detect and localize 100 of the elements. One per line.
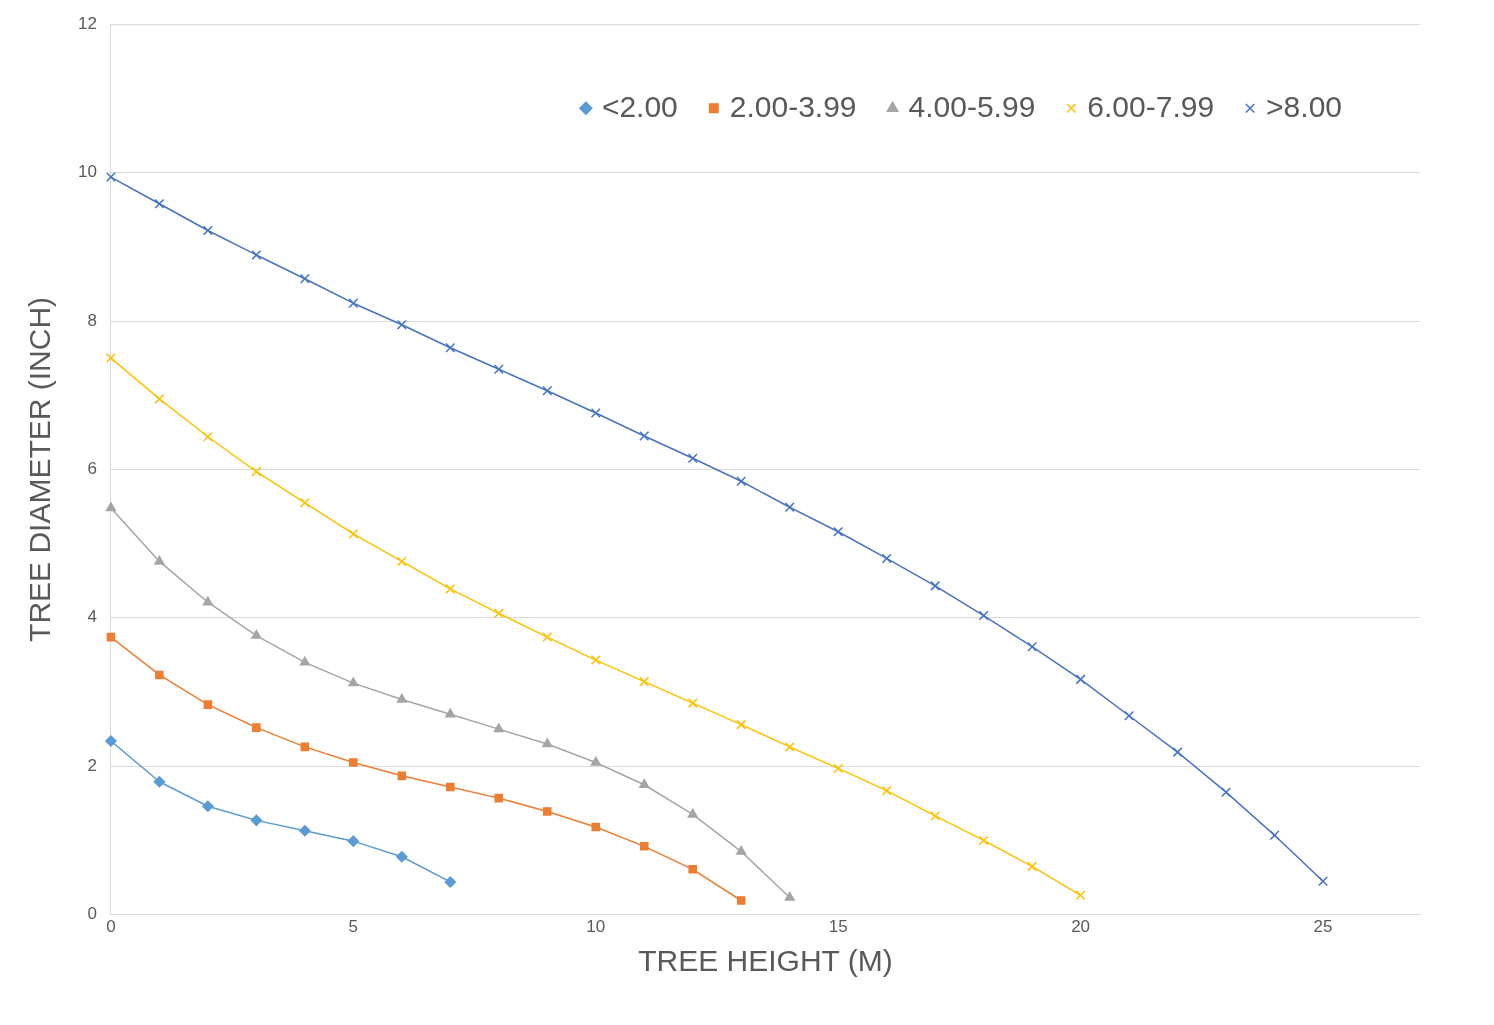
point	[542, 385, 553, 396]
point	[202, 225, 213, 236]
point	[348, 677, 359, 687]
y-tick-label: 4	[87, 607, 97, 627]
point	[736, 845, 747, 855]
point	[1318, 876, 1329, 887]
point	[444, 876, 457, 888]
point	[833, 526, 844, 537]
point	[590, 655, 601, 666]
x-tick-label: 0	[106, 917, 116, 937]
point	[251, 466, 262, 477]
x-tick-label: 15	[828, 917, 848, 937]
point	[348, 528, 359, 539]
point	[299, 497, 310, 508]
point	[349, 758, 358, 767]
point	[590, 408, 601, 418]
point	[445, 342, 456, 353]
point	[881, 553, 892, 564]
point	[202, 596, 213, 606]
point	[639, 676, 650, 687]
point	[105, 502, 116, 512]
point	[299, 825, 311, 837]
point	[396, 319, 407, 330]
legend-label: 2.00-3.99	[729, 90, 857, 124]
x-tick-label: 20	[1071, 917, 1091, 937]
point	[1027, 641, 1038, 652]
point	[203, 700, 213, 709]
point	[252, 723, 261, 732]
point	[687, 808, 698, 818]
point	[1075, 674, 1086, 685]
point	[493, 723, 504, 733]
y-tick-label: 10	[77, 162, 97, 182]
point	[542, 738, 553, 748]
point	[155, 670, 164, 680]
point	[639, 779, 650, 788]
point	[105, 172, 116, 183]
y-tick-label: 12	[77, 13, 97, 33]
point	[542, 632, 553, 643]
point	[494, 793, 504, 803]
point	[1269, 830, 1280, 841]
point	[1124, 710, 1135, 721]
point	[348, 298, 359, 309]
point	[833, 763, 844, 774]
point	[736, 476, 747, 487]
y-tick-label: 6	[87, 459, 97, 479]
point	[396, 693, 407, 703]
point	[736, 896, 746, 905]
legend-label: 6.00-7.99	[1087, 90, 1215, 124]
point	[154, 393, 165, 404]
point	[153, 776, 166, 788]
point	[688, 865, 698, 874]
x-tick-label: 25	[1313, 917, 1333, 937]
point	[1075, 890, 1086, 901]
y-tick-label: 0	[87, 904, 97, 924]
point	[978, 610, 989, 621]
legend-label: >8.00	[1266, 90, 1343, 124]
x-tick-label: 10	[586, 917, 606, 937]
legend-label: 4.00-5.99	[908, 90, 1036, 124]
x-tick-label: 5	[348, 917, 359, 937]
point	[639, 431, 650, 441]
point	[493, 608, 504, 619]
point	[396, 556, 407, 567]
point	[105, 735, 117, 747]
y-axis-title: TREE DIAMETER (INCH)	[23, 296, 57, 642]
point	[445, 583, 456, 594]
point	[154, 555, 165, 565]
y-tick-label: 8	[87, 310, 97, 330]
point	[250, 814, 263, 827]
point	[446, 782, 455, 792]
point	[591, 822, 601, 832]
point	[347, 835, 360, 847]
point	[300, 742, 310, 752]
point	[736, 719, 747, 730]
point	[687, 453, 698, 464]
legend-label: <2.00	[601, 90, 678, 124]
point	[784, 741, 795, 752]
point	[493, 364, 504, 375]
point	[1172, 747, 1183, 758]
point	[299, 273, 310, 284]
point	[105, 353, 116, 364]
point	[397, 771, 407, 781]
point	[1027, 861, 1038, 872]
x-axis-title: TREE HEIGHT (M)	[638, 944, 893, 978]
point	[445, 708, 456, 718]
point	[881, 785, 892, 796]
point	[106, 632, 116, 642]
point	[1221, 787, 1232, 798]
point	[978, 835, 989, 846]
point	[154, 198, 165, 209]
point	[590, 756, 601, 766]
point	[251, 629, 262, 639]
point	[251, 249, 262, 260]
point	[299, 656, 310, 666]
point	[930, 580, 941, 591]
point	[784, 891, 795, 901]
point	[784, 502, 795, 513]
point	[687, 698, 698, 709]
point	[202, 800, 214, 813]
point	[396, 850, 408, 863]
y-tick-label: 2	[87, 755, 97, 775]
